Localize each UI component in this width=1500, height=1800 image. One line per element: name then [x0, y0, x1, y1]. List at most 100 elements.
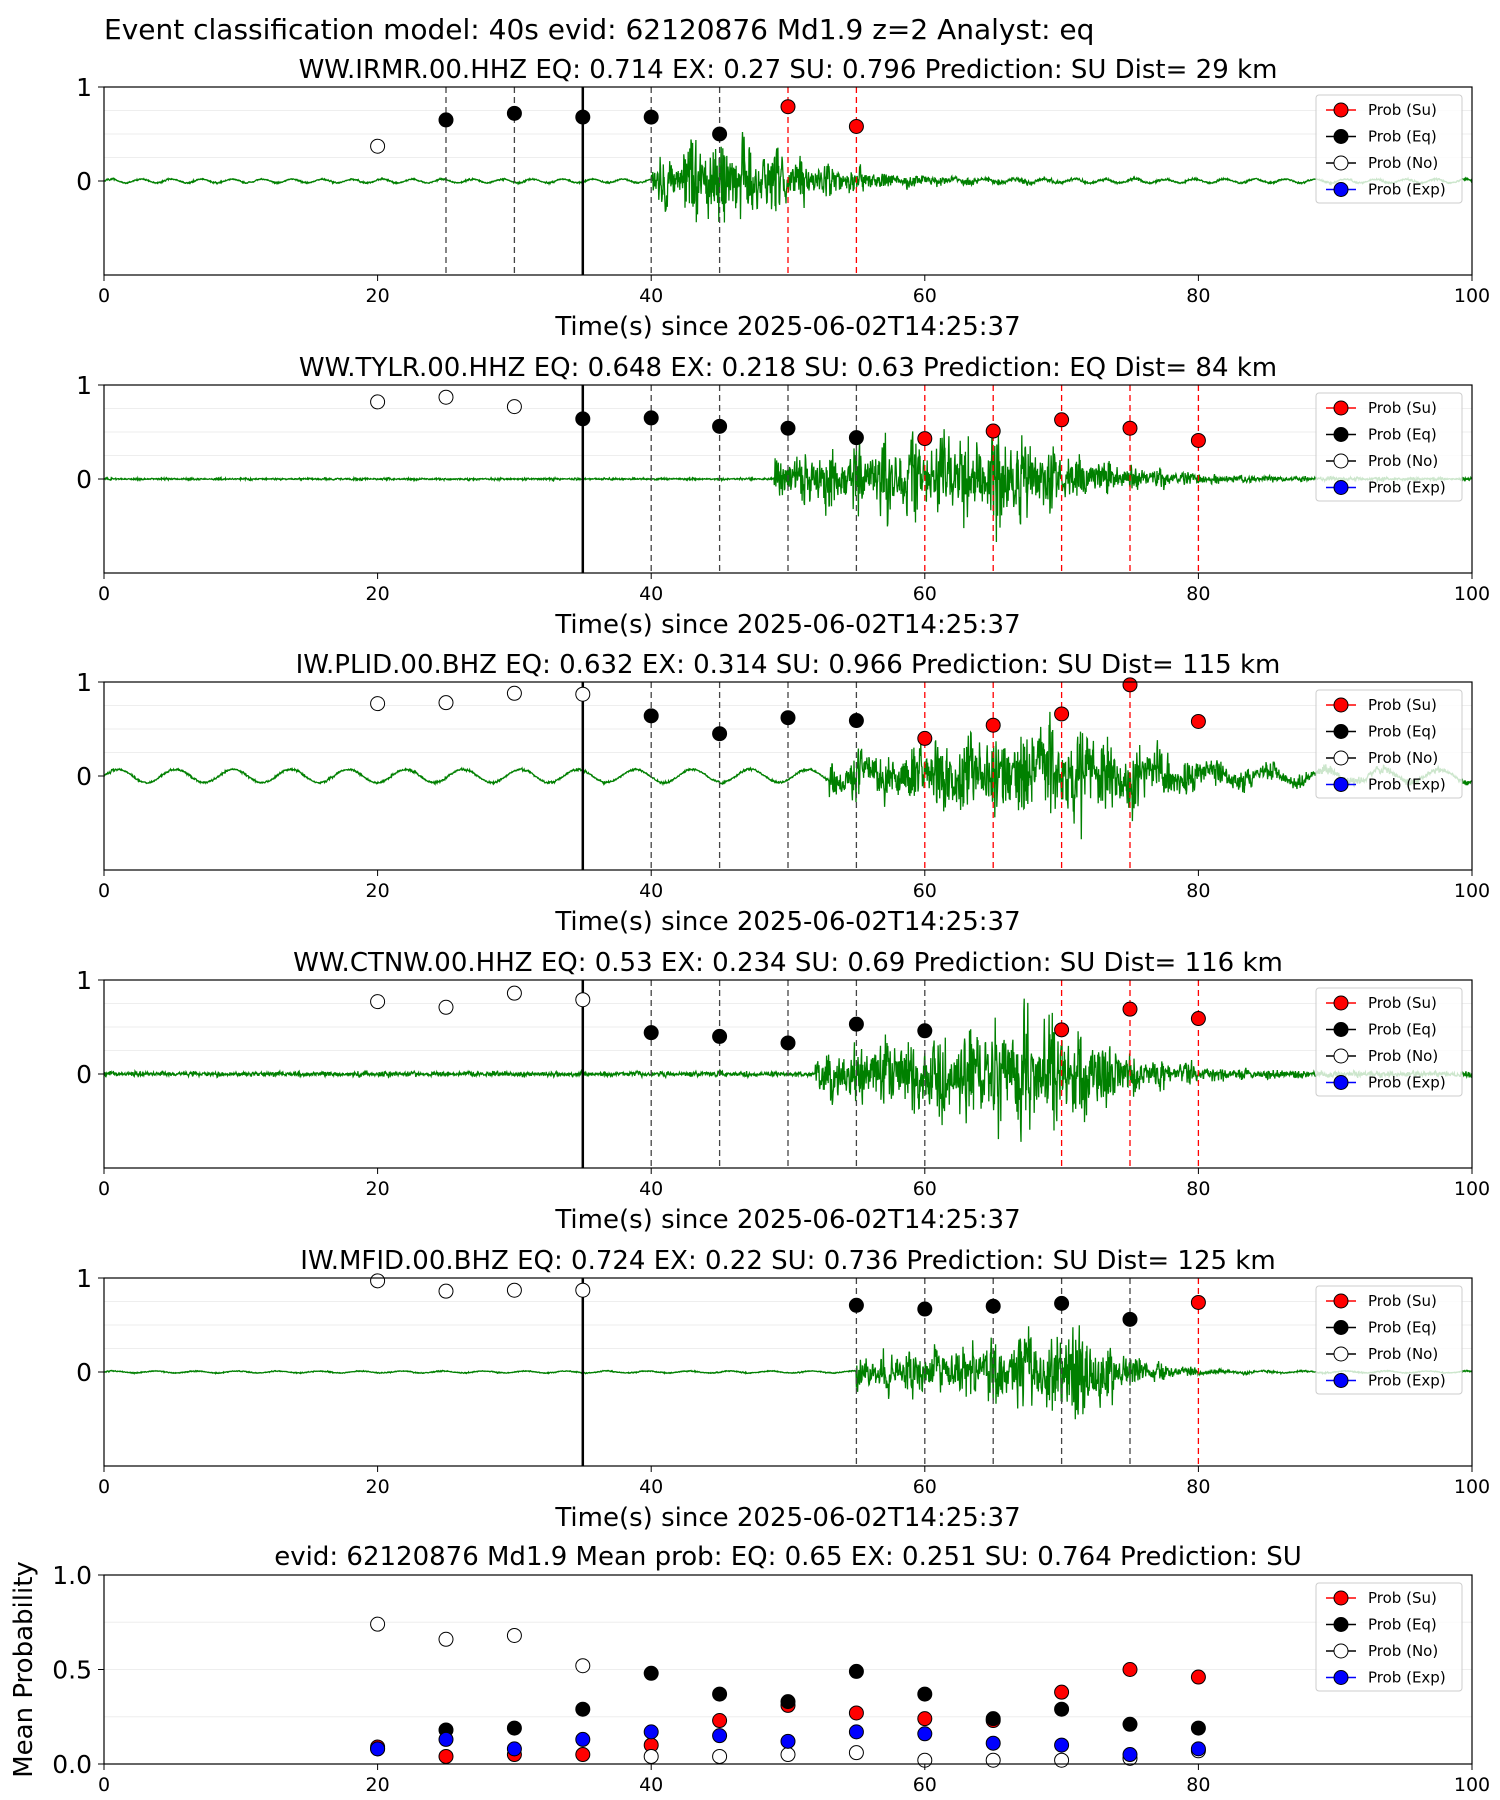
point-no	[712, 1748, 728, 1764]
point-eq	[712, 418, 728, 434]
x-tick-label: 40	[639, 285, 663, 307]
point-exp	[712, 1728, 728, 1744]
point-exp	[848, 1724, 864, 1740]
legend-box	[1315, 987, 1463, 1097]
point-eq	[575, 109, 591, 125]
point-eq	[780, 420, 796, 436]
y-tick-label: 1	[76, 371, 92, 400]
x-axis-label: Time(s) since 2025-06-02T14:25:37	[554, 907, 1020, 937]
point-no	[506, 1627, 522, 1643]
legend-marker	[1333, 1346, 1349, 1362]
legend-marker	[1333, 1320, 1349, 1335]
legend-label: Prob (Eq)	[1368, 128, 1437, 146]
point-eq	[506, 1720, 522, 1736]
x-tick-label: 100	[1454, 880, 1490, 902]
point-su	[917, 431, 933, 447]
point-no	[370, 1616, 386, 1632]
point-eq	[643, 1025, 659, 1041]
legend-label: Prob (Exp)	[1368, 1669, 1446, 1687]
point-no	[370, 994, 386, 1010]
point-su	[1190, 1669, 1206, 1685]
legend-marker	[1333, 182, 1349, 197]
x-tick-label: 40	[639, 583, 663, 605]
legend-marker	[1333, 1293, 1349, 1309]
legend-label: Prob (Eq)	[1368, 426, 1437, 444]
y-tick-label: 0	[76, 762, 92, 791]
y-tick-label: 1	[76, 966, 92, 995]
legend-marker	[1333, 1048, 1349, 1064]
legend-box	[1315, 392, 1463, 502]
legend-marker	[1333, 1022, 1349, 1037]
point-eq	[917, 1686, 933, 1702]
point-exp	[917, 1726, 933, 1742]
legend-marker	[1333, 1670, 1349, 1685]
point-eq	[1054, 1295, 1070, 1311]
legend-marker	[1333, 697, 1349, 713]
waveform	[103, 711, 1473, 840]
x-axis-label: Time(s) since 2025-06-02T14:25:37	[554, 312, 1020, 342]
x-tick-label: 0	[98, 583, 110, 605]
legend: Prob (Su) Prob (Eq) Prob (No) Prob (Exp)	[1315, 987, 1463, 1097]
legend: Prob (Su) Prob (Eq) Prob (No) Prob (Exp)	[1315, 1582, 1463, 1692]
point-no	[438, 1631, 454, 1647]
station-panel: WW.CTNW.00.HHZ EQ: 0.53 EX: 0.234 SU: 0.…	[76, 948, 1490, 1235]
point-no	[575, 1658, 591, 1674]
panel-title: evid: 62120876 Md1.9 Mean prob: EQ: 0.65…	[274, 1542, 1301, 1572]
point-su	[848, 1705, 864, 1721]
panel-title: IW.PLID.00.BHZ EQ: 0.632 EX: 0.314 SU: 0…	[296, 650, 1281, 680]
point-no	[506, 685, 522, 701]
waveform	[103, 1325, 1473, 1420]
legend-label: Prob (No)	[1368, 154, 1438, 172]
legend-label: Prob (Eq)	[1368, 1319, 1437, 1337]
point-eq	[1122, 1311, 1138, 1327]
legend: Prob (Su) Prob (Eq) Prob (No) Prob (Exp)	[1315, 1285, 1463, 1395]
station-panel: IW.MFID.00.BHZ EQ: 0.724 EX: 0.22 SU: 0.…	[76, 1246, 1490, 1533]
point-su	[1190, 432, 1206, 448]
legend-label: Prob (No)	[1368, 452, 1438, 470]
point-su	[1122, 1001, 1138, 1017]
x-tick-label: 60	[913, 285, 937, 307]
x-tick-label: 20	[366, 1476, 390, 1498]
legend-marker	[1333, 1643, 1349, 1659]
legend-marker	[1333, 102, 1349, 118]
point-eq	[438, 112, 454, 128]
x-tick-label: 80	[1186, 583, 1210, 605]
y-tick-label: 1	[76, 668, 92, 697]
legend-label: Prob (No)	[1368, 1642, 1438, 1660]
point-exp	[438, 1731, 454, 1747]
legend-marker	[1333, 480, 1349, 495]
panel-title: WW.TYLR.00.HHZ EQ: 0.648 EX: 0.218 SU: 0…	[299, 353, 1277, 383]
point-exp	[1122, 1747, 1138, 1763]
legend-label: Prob (No)	[1368, 1047, 1438, 1065]
point-su	[1054, 412, 1070, 428]
point-eq	[1122, 1716, 1138, 1732]
x-tick-label: 100	[1454, 1178, 1490, 1200]
x-tick-label: 60	[913, 880, 937, 902]
legend-marker	[1333, 129, 1349, 144]
y-tick-label: 0	[76, 1358, 92, 1387]
point-eq	[917, 1301, 933, 1317]
point-su	[1190, 1011, 1206, 1027]
figure-title: Event classification model: 40s evid: 62…	[104, 13, 1094, 46]
legend-marker	[1333, 1373, 1349, 1388]
point-eq	[780, 1694, 796, 1710]
legend-box	[1315, 1285, 1463, 1395]
point-eq	[1190, 1720, 1206, 1736]
point-eq	[712, 726, 728, 742]
legend-box	[1315, 689, 1463, 799]
x-tick-label: 0	[98, 880, 110, 902]
point-no	[575, 992, 591, 1008]
point-su	[1122, 677, 1138, 693]
point-no	[370, 1273, 386, 1289]
legend-label: Prob (Exp)	[1368, 181, 1446, 199]
point-no	[575, 1282, 591, 1298]
point-eq	[1054, 1701, 1070, 1717]
point-no	[575, 686, 591, 702]
point-su	[575, 1747, 591, 1763]
legend-box	[1315, 94, 1463, 204]
point-no	[370, 696, 386, 712]
legend-label: Prob (Su)	[1368, 696, 1437, 714]
legend-marker	[1333, 1590, 1349, 1606]
legend-label: Prob (No)	[1368, 749, 1438, 767]
